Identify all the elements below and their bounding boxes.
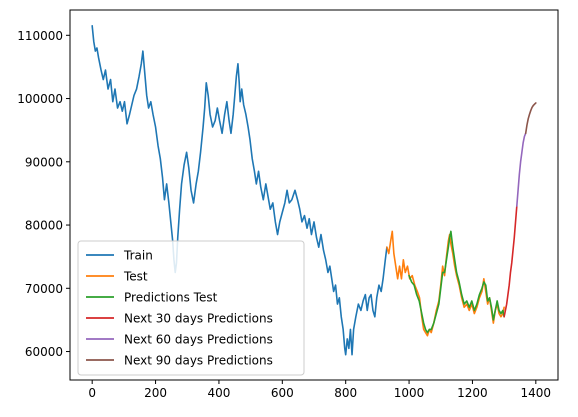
x-tick-label: 1400 <box>521 386 552 400</box>
plot-area-frame <box>69 9 559 381</box>
x-tick-label: 0 <box>88 386 96 400</box>
series-line-next-60-days-predictions <box>516 132 527 207</box>
series-line-next-90-days-predictions <box>524 102 537 135</box>
legend-label: Next 60 days Predictions <box>124 333 273 347</box>
legend-label: Predictions Test <box>124 291 218 305</box>
series-line-train <box>91 25 388 356</box>
x-tick-label: 1000 <box>394 386 425 400</box>
series-line-next-30-days-predictions <box>503 205 518 318</box>
x-axis: 0 200 400 600 800 1000 1200 1400 <box>88 380 551 400</box>
y-tick-label: 60000 <box>25 345 63 359</box>
series-line-test <box>386 230 505 337</box>
x-tick-label: 600 <box>271 386 294 400</box>
y-tick-label: 110000 <box>17 29 63 43</box>
x-tick-label: 1200 <box>457 386 488 400</box>
legend-label: Train <box>123 249 153 263</box>
y-tick-label: 90000 <box>25 155 63 169</box>
y-tick-label: 100000 <box>17 92 63 106</box>
legend: Train Test Predictions Test Next 30 days Pr… <box>77 240 305 376</box>
legend-label: Next 30 days Predictions <box>124 312 273 326</box>
legend-box <box>77 240 305 376</box>
y-tick-label: 70000 <box>25 282 63 296</box>
legend-label: Next 90 days Predictions <box>124 354 273 368</box>
x-tick-label: 400 <box>207 386 230 400</box>
y-tick-label: 80000 <box>25 219 63 233</box>
x-tick-label: 200 <box>144 386 167 400</box>
series-layer <box>91 25 537 356</box>
x-tick-label: 800 <box>334 386 357 400</box>
series-line-predictions-test <box>408 230 505 334</box>
legend-label: Test <box>123 270 148 284</box>
y-axis: 60000 70000 80000 90000 100000 110000 <box>17 29 70 359</box>
